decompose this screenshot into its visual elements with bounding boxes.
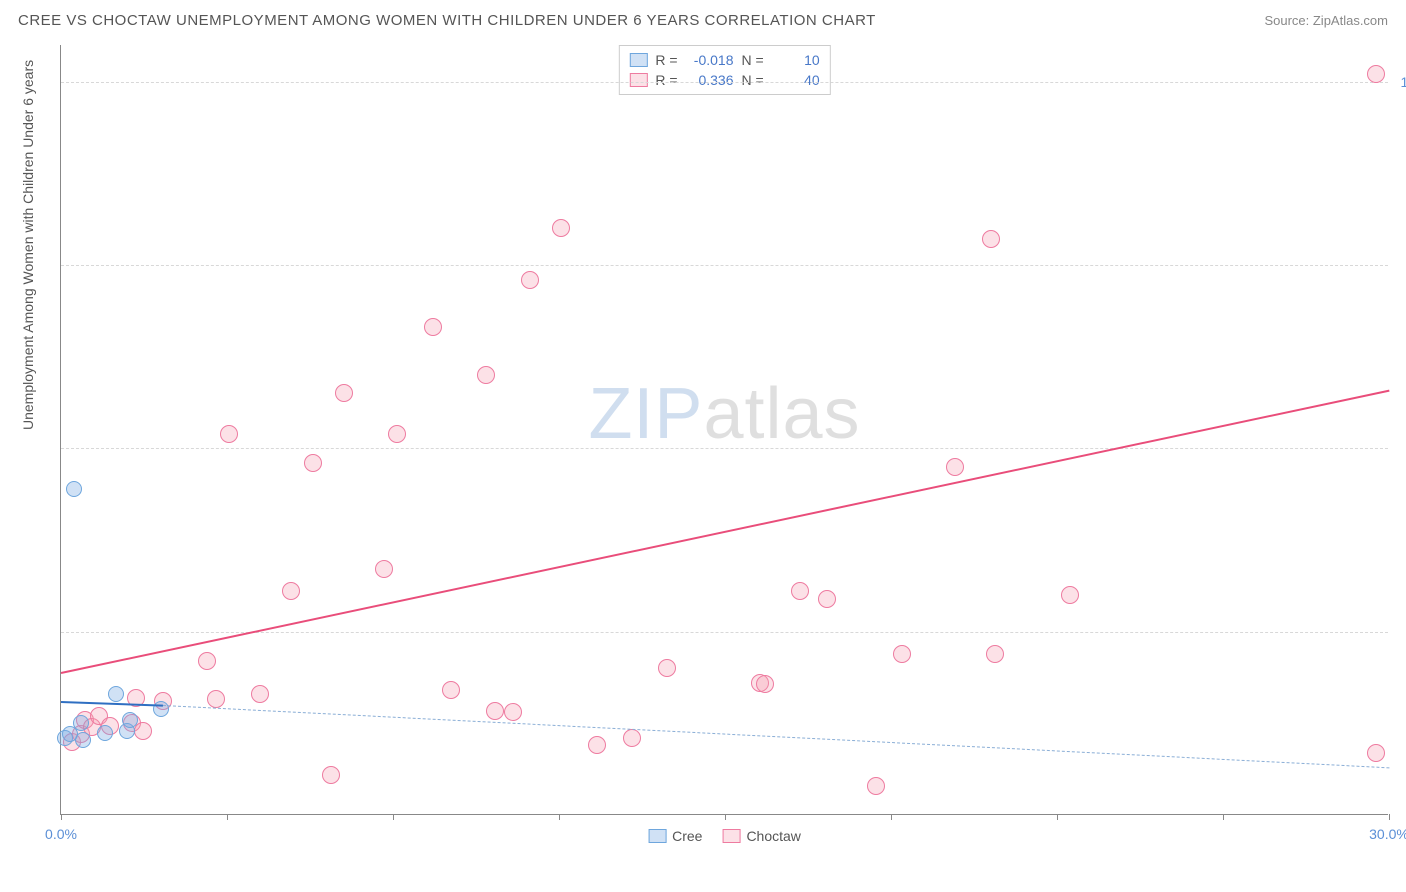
choctaw-point: [1367, 744, 1385, 762]
grid-line: [61, 448, 1388, 449]
choctaw-point: [623, 729, 641, 747]
x-tick: [1389, 814, 1390, 820]
source-label: Source:: [1264, 13, 1312, 28]
choctaw-point: [588, 736, 606, 754]
choctaw-swatch-icon: [722, 829, 740, 843]
cree-point: [97, 725, 113, 741]
choctaw-point: [477, 366, 495, 384]
watermark-part2: atlas: [703, 374, 860, 454]
choctaw-point: [207, 690, 225, 708]
choctaw-point: [818, 590, 836, 608]
x-tick: [227, 814, 228, 820]
choctaw-point: [375, 560, 393, 578]
choctaw-label: Choctaw: [746, 828, 800, 844]
x-tick-label: 30.0%: [1369, 826, 1406, 842]
chart-title: CREE VS CHOCTAW UNEMPLOYMENT AMONG WOMEN…: [18, 12, 876, 29]
choctaw-point: [424, 318, 442, 336]
x-tick: [1057, 814, 1058, 820]
x-tick: [891, 814, 892, 820]
scatter-chart: ZIPatlas R = -0.018 N = 10 R = 0.336 N =…: [60, 45, 1388, 815]
choctaw-point: [791, 582, 809, 600]
choctaw-point: [486, 702, 504, 720]
y-tick-label: 50.0%: [1393, 440, 1406, 456]
cree-trend-dashed: [163, 705, 1389, 768]
choctaw-point: [893, 645, 911, 663]
choctaw-n-value: 40: [772, 72, 820, 88]
cree-point: [108, 686, 124, 702]
x-tick: [393, 814, 394, 820]
legend-item-choctaw: Choctaw: [722, 828, 800, 844]
choctaw-point: [658, 659, 676, 677]
choctaw-point: [220, 425, 238, 443]
choctaw-point: [1367, 65, 1385, 83]
watermark: ZIPatlas: [588, 373, 860, 455]
r-label: R =: [655, 72, 677, 88]
choctaw-point: [982, 230, 1000, 248]
series-legend: Cree Choctaw: [648, 828, 801, 844]
cree-point: [153, 701, 169, 717]
choctaw-point: [282, 582, 300, 600]
legend-row-choctaw: R = 0.336 N = 40: [629, 70, 819, 90]
y-axis-label: Unemployment Among Women with Children U…: [20, 60, 36, 430]
choctaw-point: [134, 722, 152, 740]
n-label: N =: [742, 52, 764, 68]
choctaw-point: [198, 652, 216, 670]
cree-point: [73, 715, 89, 731]
choctaw-r-value: 0.336: [686, 72, 734, 88]
grid-line: [61, 632, 1388, 633]
cree-swatch-icon: [648, 829, 666, 843]
cree-swatch: [629, 53, 647, 67]
choctaw-point: [552, 219, 570, 237]
x-tick: [61, 814, 62, 820]
y-tick-label: 75.0%: [1393, 257, 1406, 273]
x-tick: [559, 814, 560, 820]
n-label: N =: [742, 72, 764, 88]
legend-row-cree: R = -0.018 N = 10: [629, 50, 819, 70]
choctaw-point: [251, 685, 269, 703]
grid-line: [61, 265, 1388, 266]
choctaw-point: [335, 384, 353, 402]
choctaw-point: [388, 425, 406, 443]
y-tick-label: 100.0%: [1393, 74, 1406, 90]
source-name: ZipAtlas.com: [1313, 13, 1388, 28]
choctaw-point: [322, 766, 340, 784]
x-tick-label: 0.0%: [45, 826, 77, 842]
cree-label: Cree: [672, 828, 702, 844]
choctaw-point: [304, 454, 322, 472]
choctaw-point: [756, 675, 774, 693]
grid-line: [61, 82, 1388, 83]
watermark-part1: ZIP: [588, 374, 703, 454]
source-attribution: Source: ZipAtlas.com: [1264, 13, 1388, 28]
choctaw-swatch: [629, 73, 647, 87]
choctaw-point: [521, 271, 539, 289]
cree-point: [122, 712, 138, 728]
x-tick: [1223, 814, 1224, 820]
x-tick: [725, 814, 726, 820]
choctaw-point: [504, 703, 522, 721]
choctaw-point: [946, 458, 964, 476]
choctaw-point: [1061, 586, 1079, 604]
correlation-legend: R = -0.018 N = 10 R = 0.336 N = 40: [618, 45, 830, 95]
choctaw-point: [986, 645, 1004, 663]
cree-n-value: 10: [772, 52, 820, 68]
cree-trend-line: [61, 701, 163, 707]
cree-r-value: -0.018: [686, 52, 734, 68]
r-label: R =: [655, 52, 677, 68]
choctaw-point: [442, 681, 460, 699]
choctaw-point: [867, 777, 885, 795]
cree-point: [66, 481, 82, 497]
cree-point: [75, 732, 91, 748]
legend-item-cree: Cree: [648, 828, 702, 844]
y-tick-label: 25.0%: [1393, 624, 1406, 640]
